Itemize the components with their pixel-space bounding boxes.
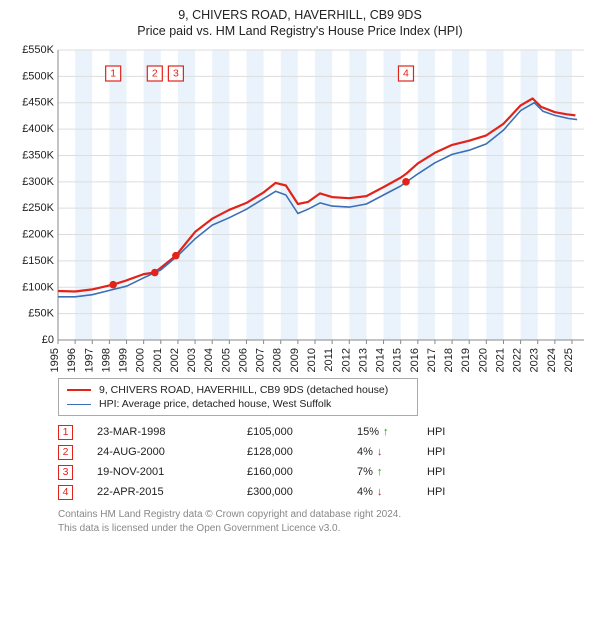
- footer-line: Contains HM Land Registry data © Crown c…: [58, 508, 588, 522]
- svg-text:2018: 2018: [443, 348, 455, 372]
- svg-text:2012: 2012: [340, 348, 352, 372]
- svg-text:£550K: £550K: [22, 44, 54, 56]
- chart-container: £0 £50K £100K £150K £200K £250K £300K £350K £400…: [12, 44, 588, 374]
- legend: 9, CHIVERS ROAD, HAVERHILL, CB9 9DS (det…: [58, 378, 418, 416]
- title-subtitle: Price paid vs. HM Land Registry's House …: [12, 24, 588, 38]
- sale-delta-suffix: HPI: [427, 446, 445, 458]
- chart-titles: 9, CHIVERS ROAD, HAVERHILL, CB9 9DS Pric…: [12, 8, 588, 38]
- svg-text:2019: 2019: [460, 348, 472, 372]
- sale-delta: 4%↓: [357, 446, 427, 458]
- sales-table: 123-MAR-1998£105,00015%↑HPI224-AUG-2000£…: [58, 422, 588, 502]
- svg-text:1998: 1998: [100, 348, 112, 372]
- svg-text:2022: 2022: [512, 348, 524, 372]
- legend-label: HPI: Average price, detached house, West…: [99, 397, 331, 411]
- price-chart: £0 £50K £100K £150K £200K £250K £300K £350K £400…: [12, 44, 588, 374]
- attribution-footer: Contains HM Land Registry data © Crown c…: [58, 508, 588, 535]
- svg-text:£250K: £250K: [22, 202, 54, 214]
- svg-text:2007: 2007: [255, 348, 267, 372]
- svg-text:2025: 2025: [563, 348, 575, 372]
- footer-line: This data is licensed under the Open Gov…: [58, 522, 588, 536]
- title-address: 9, CHIVERS ROAD, HAVERHILL, CB9 9DS: [12, 8, 588, 22]
- sale-date: 24-AUG-2000: [97, 446, 247, 458]
- legend-item: HPI: Average price, detached house, West…: [67, 397, 409, 411]
- sale-marker-box: 3: [58, 465, 73, 480]
- sale-delta: 7%↑: [357, 466, 427, 478]
- svg-text:1999: 1999: [118, 348, 130, 372]
- sale-price: £300,000: [247, 486, 357, 498]
- svg-text:£50K: £50K: [28, 308, 54, 320]
- svg-text:2024: 2024: [546, 348, 558, 372]
- svg-text:2009: 2009: [289, 348, 301, 372]
- svg-text:2016: 2016: [409, 348, 421, 372]
- sale-price: £128,000: [247, 446, 357, 458]
- sale-date: 19-NOV-2001: [97, 466, 247, 478]
- svg-text:£200K: £200K: [22, 229, 54, 241]
- svg-text:£500K: £500K: [22, 70, 54, 82]
- sale-marker-box: 2: [58, 445, 73, 460]
- svg-text:1995: 1995: [49, 348, 61, 372]
- svg-text:2002: 2002: [169, 348, 181, 372]
- svg-text:2001: 2001: [152, 348, 164, 372]
- svg-text:£450K: £450K: [22, 97, 54, 109]
- legend-label: 9, CHIVERS ROAD, HAVERHILL, CB9 9DS (det…: [99, 383, 388, 397]
- sale-price: £160,000: [247, 466, 357, 478]
- arrow-icon: ↑: [383, 426, 389, 438]
- svg-text:2021: 2021: [494, 348, 506, 372]
- arrow-icon: ↓: [377, 486, 383, 498]
- arrow-icon: ↑: [377, 466, 383, 478]
- sale-row: 1 23-MAR-1998£105,00015%↑HPI: [58, 422, 588, 442]
- svg-text:£0: £0: [42, 334, 54, 346]
- sale-delta: 4%↓: [357, 486, 427, 498]
- svg-text:2015: 2015: [392, 348, 404, 372]
- svg-text:2003: 2003: [186, 348, 198, 372]
- svg-text:2017: 2017: [426, 348, 438, 372]
- sale-marker-box: 4: [58, 485, 73, 500]
- svg-text:2014: 2014: [375, 348, 387, 372]
- svg-text:2010: 2010: [306, 348, 318, 372]
- sale-delta: 15%↑: [357, 426, 427, 438]
- svg-text:2004: 2004: [203, 348, 215, 372]
- sale-marker-box: 1: [58, 425, 73, 440]
- sale-row: 4 22-APR-2015£300,0004%↓HPI: [58, 482, 588, 502]
- svg-text:2: 2: [152, 68, 158, 80]
- svg-text:£100K: £100K: [22, 281, 54, 293]
- arrow-icon: ↓: [377, 446, 383, 458]
- sale-row: 2 24-AUG-2000£128,0004%↓HPI: [58, 442, 588, 462]
- svg-text:1996: 1996: [66, 348, 78, 372]
- svg-text:2005: 2005: [220, 348, 232, 372]
- svg-text:2020: 2020: [477, 348, 489, 372]
- svg-text:2023: 2023: [529, 348, 541, 372]
- svg-text:2006: 2006: [237, 348, 249, 372]
- legend-item: 9, CHIVERS ROAD, HAVERHILL, CB9 9DS (det…: [67, 383, 409, 397]
- svg-text:£300K: £300K: [22, 176, 54, 188]
- svg-text:£350K: £350K: [22, 149, 54, 161]
- svg-text:1997: 1997: [83, 348, 95, 372]
- svg-text:3: 3: [173, 68, 179, 80]
- svg-text:£150K: £150K: [22, 255, 54, 267]
- sale-date: 22-APR-2015: [97, 486, 247, 498]
- legend-swatch: [67, 404, 91, 405]
- sale-price: £105,000: [247, 426, 357, 438]
- sale-delta-suffix: HPI: [427, 486, 445, 498]
- svg-text:2013: 2013: [357, 348, 369, 372]
- svg-text:2011: 2011: [323, 348, 335, 372]
- legend-swatch: [67, 389, 91, 391]
- svg-text:1: 1: [110, 68, 116, 80]
- sale-delta-suffix: HPI: [427, 466, 445, 478]
- sale-row: 3 19-NOV-2001£160,0007%↑HPI: [58, 462, 588, 482]
- svg-text:£400K: £400K: [22, 123, 54, 135]
- sale-date: 23-MAR-1998: [97, 426, 247, 438]
- svg-text:4: 4: [403, 68, 409, 80]
- sale-delta-suffix: HPI: [427, 426, 445, 438]
- svg-text:2008: 2008: [272, 348, 284, 372]
- svg-text:2000: 2000: [135, 348, 147, 372]
